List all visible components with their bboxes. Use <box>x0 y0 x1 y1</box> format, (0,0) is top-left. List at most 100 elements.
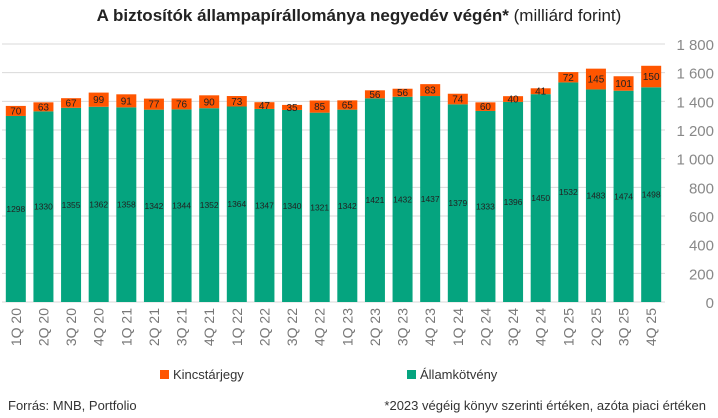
bar-kincstarjegy <box>309 100 330 113</box>
data-label: 90 <box>204 97 216 108</box>
bar-kincstarjegy <box>171 98 192 110</box>
data-label: 1498 <box>642 190 661 200</box>
data-label: 73 <box>231 97 243 108</box>
x-tick-label: 1Q 24 <box>450 308 466 346</box>
data-label: 74 <box>452 95 464 106</box>
x-tick-label: 2Q 20 <box>35 308 51 346</box>
data-label: 83 <box>425 86 437 97</box>
y-tick-label: 1 000 <box>676 152 714 169</box>
x-tick-label: 3Q 25 <box>616 308 632 346</box>
data-label: 65 <box>342 100 354 111</box>
legend-label: Államkötvény <box>420 367 498 382</box>
data-label: 41 <box>535 87 547 98</box>
bar-allamkotveny <box>5 115 26 302</box>
title-unit: (milliárd forint) <box>513 6 622 25</box>
data-label: 1474 <box>614 191 633 201</box>
x-tick-label: 3Q 24 <box>505 308 521 346</box>
bar-allamkotveny <box>641 87 662 302</box>
bar-allamkotveny <box>392 96 413 302</box>
data-label: 76 <box>176 99 188 110</box>
source-text: Forrás: MNB, Portfolio <box>8 398 137 413</box>
bar-kincstarjegy <box>116 94 137 108</box>
bar-allamkotveny <box>364 98 385 302</box>
data-label: 1364 <box>227 199 246 209</box>
data-label: 77 <box>148 100 160 111</box>
data-label: 145 <box>588 75 605 86</box>
data-label: 47 <box>259 101 271 112</box>
data-label: 1396 <box>504 197 523 207</box>
bar-allamkotveny <box>585 89 606 302</box>
data-label: 101 <box>615 79 632 90</box>
x-tick-label: 3Q 20 <box>63 308 79 346</box>
data-label: 91 <box>121 96 133 107</box>
bar-kincstarjegy <box>143 98 164 110</box>
bar-allamkotveny <box>254 108 275 303</box>
data-label: 1432 <box>393 194 412 204</box>
x-tick-label: 1Q 25 <box>560 308 576 346</box>
x-tick-label: 3Q 21 <box>174 308 190 346</box>
data-label: 56 <box>397 88 409 99</box>
x-tick-label: 1Q 22 <box>229 308 245 346</box>
data-label: 1450 <box>531 193 550 203</box>
bar-allamkotveny <box>33 111 54 302</box>
x-tick-label: 4Q 23 <box>422 308 438 346</box>
bar-allamkotveny <box>143 109 164 302</box>
bar-kincstarjegy <box>282 104 303 110</box>
data-label: 1532 <box>559 187 578 197</box>
y-tick-label: 800 <box>689 180 714 197</box>
bar-kincstarjegy <box>88 92 109 107</box>
x-tick-label: 3Q 22 <box>284 308 300 346</box>
x-tick-label: 2Q 23 <box>367 308 383 346</box>
legend-label: Kincstárjegy <box>173 367 244 382</box>
x-tick-label: 1Q 23 <box>339 308 355 346</box>
bar-allamkotveny <box>116 107 137 302</box>
bar-kincstarjegy <box>226 96 247 107</box>
data-label: 1330 <box>34 202 53 212</box>
bar-allamkotveny <box>199 108 220 302</box>
data-label: 1321 <box>310 202 329 212</box>
data-label: 1483 <box>586 191 605 201</box>
legend-swatch <box>407 370 416 379</box>
bar-allamkotveny <box>447 104 468 303</box>
legend-swatch <box>160 370 169 379</box>
data-label: 1421 <box>365 195 384 205</box>
data-label: 67 <box>66 98 78 109</box>
y-tick-label: 1 400 <box>676 94 714 111</box>
bar-kincstarjegy <box>254 102 275 109</box>
bar-allamkotveny <box>61 107 82 303</box>
y-tick-label: 1 800 <box>676 37 714 54</box>
data-label: 1342 <box>338 201 357 211</box>
x-tick-label: 2Q 24 <box>477 308 493 346</box>
x-tick-label: 2Q 22 <box>256 308 272 346</box>
data-label: 40 <box>508 95 520 106</box>
data-label: 1340 <box>283 201 302 211</box>
bar-allamkotveny <box>337 109 358 302</box>
x-tick-label: 4Q 22 <box>312 308 328 346</box>
data-label: 72 <box>563 73 575 84</box>
bar-allamkotveny <box>309 112 330 302</box>
x-tick-label: 1Q 21 <box>118 308 134 346</box>
bar-kincstarjegy <box>558 72 579 83</box>
footnote-text: *2023 végéig könyv szerinti értéken, azó… <box>384 398 706 413</box>
bar-kincstarjegy <box>61 98 82 108</box>
bar-kincstarjegy <box>392 88 413 97</box>
bar-allamkotveny <box>558 82 579 302</box>
data-label: 1342 <box>144 201 163 211</box>
bar-allamkotveny <box>613 90 634 302</box>
bar-kincstarjegy <box>337 100 358 110</box>
bar-allamkotveny <box>503 101 524 302</box>
x-tick-label: 3Q 23 <box>395 308 411 346</box>
bar-allamkotveny <box>171 109 192 302</box>
data-label: 56 <box>369 90 381 101</box>
x-tick-label: 4Q 25 <box>643 308 659 346</box>
bar-kincstarjegy <box>5 105 26 116</box>
data-label: 1358 <box>117 200 136 210</box>
title-main: A biztosítók állampapírállománya negyedé… <box>96 6 509 25</box>
x-tick-label: 2Q 25 <box>588 308 604 346</box>
bar-kincstarjegy <box>475 102 496 111</box>
y-tick-label: 0 <box>706 295 714 312</box>
data-label: 99 <box>93 95 105 106</box>
data-label: 1347 <box>255 200 274 210</box>
data-label: 1333 <box>476 201 495 211</box>
